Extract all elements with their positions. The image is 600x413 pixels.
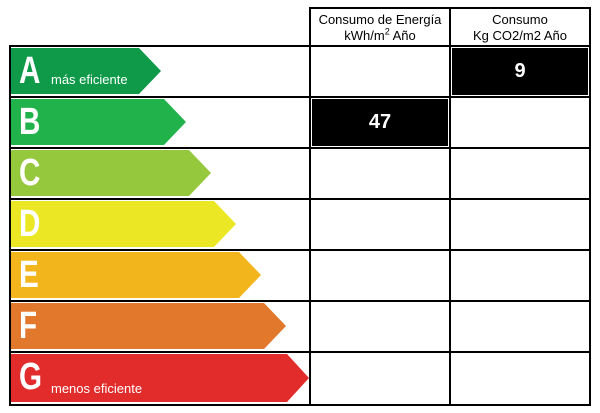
grid-line	[449, 7, 451, 406]
grid-line	[589, 7, 591, 406]
energy-class-arrow-c: C	[11, 150, 211, 196]
class-letter: G	[19, 356, 43, 398]
grid-line	[9, 198, 591, 200]
energy-class-arrow-e: E	[11, 252, 261, 298]
grid-line	[9, 147, 591, 149]
class-letter: C	[19, 152, 41, 194]
energy-class-arrow-a: A más eficiente	[11, 48, 161, 94]
energy-header-unit: kWh/m2 Año	[344, 26, 416, 43]
co2-header-title: Consumo	[492, 11, 548, 27]
co2-header-unit: Kg CO2/m2 Año	[473, 27, 567, 43]
energy-class-arrow-d: D	[11, 201, 236, 247]
arrow-shape	[11, 354, 309, 402]
arrow-shape	[11, 150, 211, 196]
grid-line	[309, 7, 591, 9]
energy-header: Consumo de Energía kWh/m2 Año	[311, 9, 449, 46]
co2-header: Consumo Kg CO2/m2 Año	[451, 9, 589, 46]
energy-rating-value: 47	[312, 99, 448, 146]
grid-line	[9, 249, 591, 251]
grid-line	[309, 7, 311, 406]
co2-rating-value: 9	[452, 48, 588, 95]
grid-line	[9, 404, 591, 406]
arrow-shape	[11, 201, 236, 247]
energy-class-arrow-b: B	[11, 99, 186, 145]
class-letter: F	[19, 305, 38, 347]
class-letter: E	[19, 254, 39, 296]
grid-line	[9, 300, 591, 302]
class-label: más eficiente	[51, 72, 128, 87]
arrow-shape	[11, 48, 161, 94]
grid-line	[9, 45, 591, 47]
grid-line	[9, 351, 591, 353]
arrow-shape	[11, 303, 286, 349]
arrow-shape	[11, 252, 261, 298]
class-label: menos eficiente	[51, 381, 143, 396]
class-letter: B	[19, 101, 41, 143]
grid-line	[9, 45, 11, 406]
class-letter: A	[19, 50, 41, 92]
energy-class-arrow-g: G menos eficiente	[11, 354, 309, 402]
energy-class-arrow-f: F	[11, 303, 286, 349]
energy-header-title: Consumo de Energía	[318, 11, 442, 27]
arrow-shape	[11, 99, 186, 145]
class-letter: D	[19, 203, 41, 245]
grid-line	[9, 96, 591, 98]
